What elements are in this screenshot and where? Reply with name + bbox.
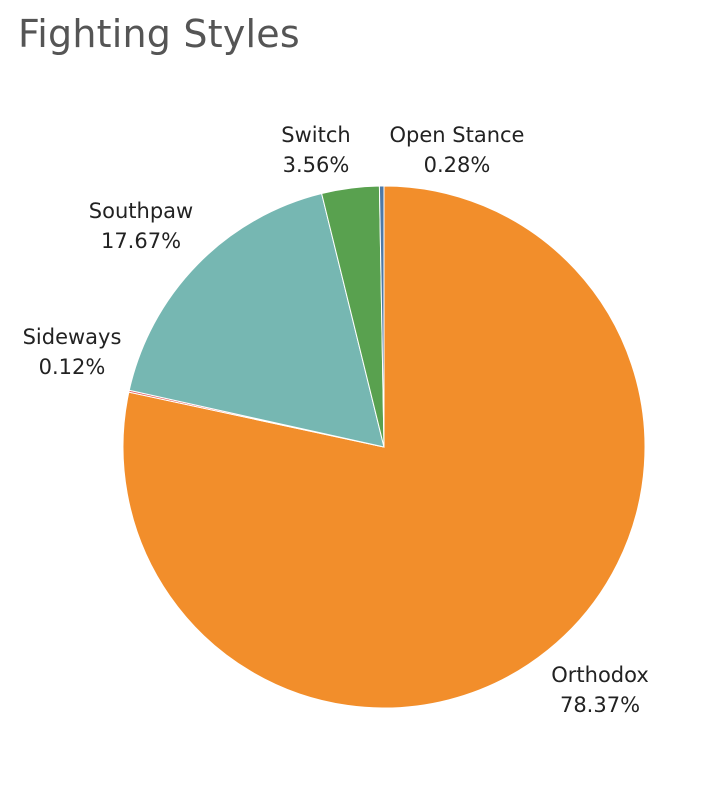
- chart-title: Fighting Styles: [18, 12, 300, 56]
- slice-value-orthodox: 78.37%: [560, 693, 640, 717]
- pie-slices: [122, 185, 646, 709]
- slice-label-open-stance: Open Stance: [390, 123, 525, 147]
- pie-labels: Orthodox 78.37% Sideways 0.12% Southpaw 17.67…: [23, 123, 649, 717]
- slice-label-sideways: Sideways: [23, 325, 122, 349]
- slice-value-open-stance: 0.28%: [424, 153, 491, 177]
- slice-label-orthodox: Orthodox: [551, 663, 649, 687]
- slice-value-switch: 3.56%: [283, 153, 350, 177]
- pie-slice-open-stance[interactable]: [378, 185, 385, 448]
- slice-value-southpaw: 17.67%: [101, 229, 181, 253]
- slice-value-sideways: 0.12%: [39, 355, 106, 379]
- pie-slice-orthodox[interactable]: [122, 185, 646, 709]
- slice-label-southpaw: Southpaw: [89, 199, 193, 223]
- pie-slice-southpaw[interactable]: [128, 192, 385, 448]
- slice-label-switch: Switch: [281, 123, 350, 147]
